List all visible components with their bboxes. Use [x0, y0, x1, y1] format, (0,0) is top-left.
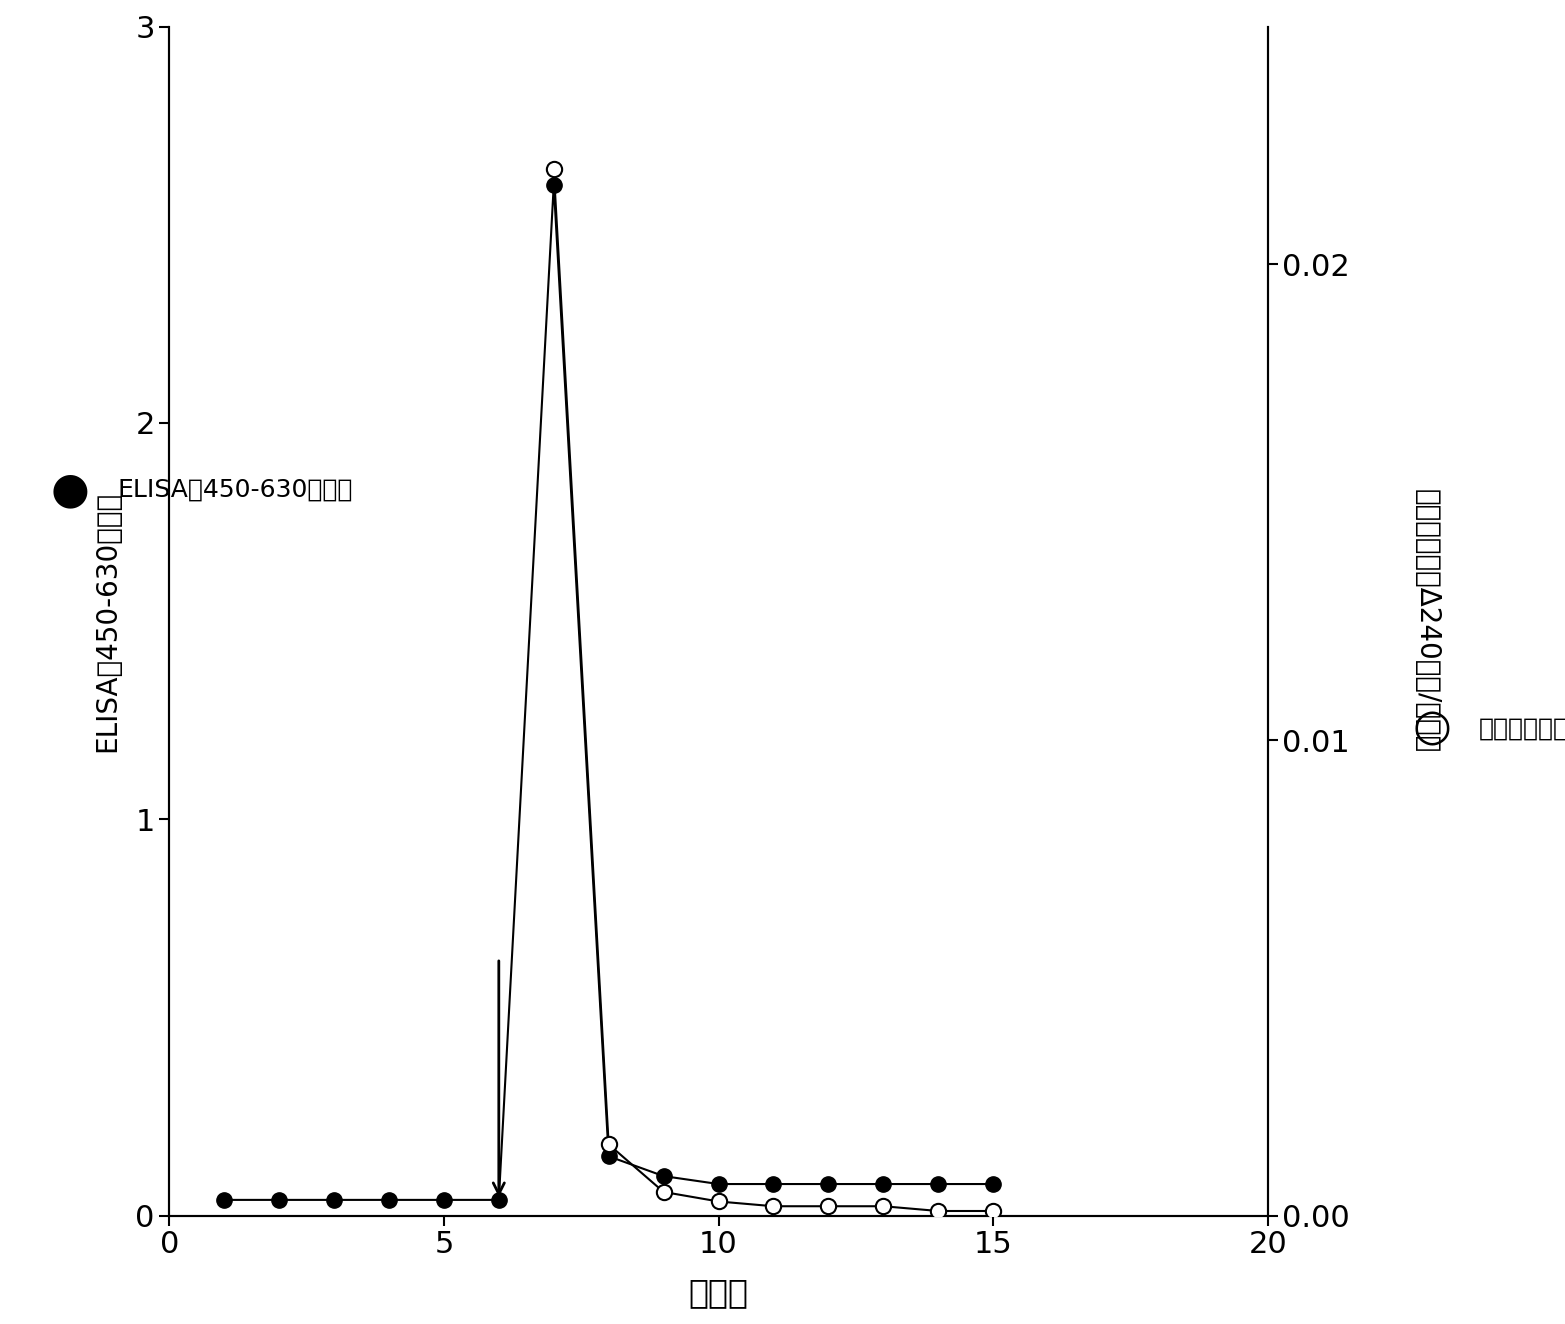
Text: 过氧化氢酶（Δ240纳米/分钟）: 过氧化氢酶（Δ240纳米/分钟）	[1479, 716, 1565, 740]
Text: ELISA（450-630纳米）: ELISA（450-630纳米）	[117, 478, 352, 502]
X-axis label: 组份号: 组份号	[689, 1276, 748, 1309]
Text: ○: ○	[1413, 707, 1451, 749]
Text: ●: ●	[52, 469, 89, 511]
Y-axis label: ELISA（450-630纳米）: ELISA（450-630纳米）	[94, 491, 121, 752]
Y-axis label: 过氧化氢酶（Δ240纳米/分钟）: 过氧化氢酶（Δ240纳米/分钟）	[1413, 489, 1440, 753]
